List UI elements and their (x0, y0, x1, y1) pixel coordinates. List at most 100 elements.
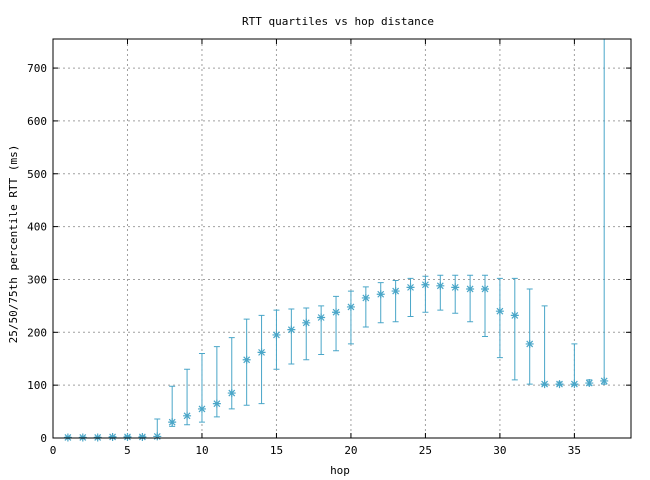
median-marker (510, 311, 519, 320)
data-point (391, 280, 400, 323)
median-marker (63, 433, 72, 442)
median-marker (78, 433, 87, 442)
data-point (227, 337, 236, 410)
error-bar (482, 274, 489, 338)
data-point (525, 288, 534, 385)
data-point (361, 286, 370, 328)
x-tick-label: 5 (124, 444, 131, 457)
error-bar (362, 286, 369, 328)
median-marker (317, 313, 326, 322)
error-bar (318, 305, 325, 356)
data-point (451, 274, 460, 314)
data-point (585, 379, 594, 388)
data-point (540, 305, 549, 389)
data-point (406, 277, 415, 317)
median-marker (183, 411, 192, 420)
data-point (78, 433, 87, 442)
median-marker (421, 280, 430, 289)
data-point (242, 318, 251, 406)
data-point (197, 352, 206, 423)
data-point (168, 385, 177, 427)
error-bar (303, 307, 310, 361)
median-marker (600, 376, 609, 385)
median-marker (555, 380, 564, 389)
median-marker (287, 325, 296, 334)
median-marker (570, 380, 579, 389)
median-marker (272, 330, 281, 339)
data-point (495, 277, 504, 359)
median-marker (197, 404, 206, 413)
error-bar (228, 337, 235, 410)
data-point (570, 343, 579, 389)
error-bar (511, 277, 518, 381)
median-marker (332, 308, 341, 317)
x-tick-label: 20 (344, 444, 357, 457)
median-marker (406, 283, 415, 292)
median-marker (123, 432, 132, 441)
median-marker (361, 293, 370, 302)
data-point (436, 274, 445, 311)
y-tick-label: 600 (27, 115, 47, 128)
median-marker (168, 418, 177, 427)
median-marker (242, 355, 251, 364)
x-tick-label: 30 (493, 444, 506, 457)
y-tick-label: 0 (40, 432, 47, 445)
error-bar (258, 314, 265, 405)
x-tick-label: 0 (50, 444, 57, 457)
x-tick-label: 35 (568, 444, 581, 457)
data-point (555, 380, 564, 389)
error-bar (347, 290, 354, 345)
data-point (257, 314, 266, 405)
chart-title: RTT quartiles vs hop distance (242, 15, 434, 28)
error-bar (333, 295, 340, 352)
x-tick-label: 25 (419, 444, 432, 457)
y-tick-label: 500 (27, 168, 47, 181)
median-marker (257, 348, 266, 357)
x-tick-label: 10 (195, 444, 208, 457)
median-marker (391, 287, 400, 296)
data-point (466, 274, 475, 323)
data-point (63, 433, 72, 442)
y-axis-label: 25/50/75th percentile RTT (ms) (7, 145, 20, 344)
data-point (421, 275, 430, 313)
data-point (287, 308, 296, 365)
error-bar (273, 309, 280, 370)
median-marker (346, 302, 355, 311)
data-point (183, 368, 192, 426)
error-bar (437, 274, 444, 311)
median-marker (495, 307, 504, 316)
median-marker (451, 283, 460, 292)
y-tick-label: 100 (27, 379, 47, 392)
median-marker (227, 389, 236, 398)
median-marker (466, 284, 475, 293)
data-point (302, 307, 311, 361)
data-series (63, 38, 609, 442)
error-bar (452, 274, 459, 314)
y-tick-label: 700 (27, 62, 47, 75)
axes: 0 5 10 15 20 25 30 35 0 100 200 300 400 500 600 700 (27, 39, 631, 457)
median-marker (108, 432, 117, 441)
median-marker (302, 318, 311, 327)
y-tick-label: 400 (27, 221, 47, 234)
error-bar (601, 38, 608, 385)
error-bar (526, 288, 533, 385)
error-bar (541, 305, 548, 386)
data-point (93, 433, 102, 442)
data-point (481, 274, 490, 338)
data-point (332, 295, 341, 352)
data-point (108, 432, 117, 441)
plot-frame (52, 38, 632, 439)
data-point (123, 432, 132, 441)
error-bar (392, 280, 399, 323)
x-axis-label: hop (330, 464, 350, 477)
data-point (346, 290, 355, 345)
error-bar (377, 282, 384, 324)
error-bar (571, 343, 578, 386)
median-marker (153, 432, 162, 441)
median-marker (585, 379, 594, 388)
data-point (376, 282, 385, 324)
median-marker (540, 380, 549, 389)
data-point (510, 277, 519, 381)
y-tick-label: 300 (27, 273, 47, 286)
